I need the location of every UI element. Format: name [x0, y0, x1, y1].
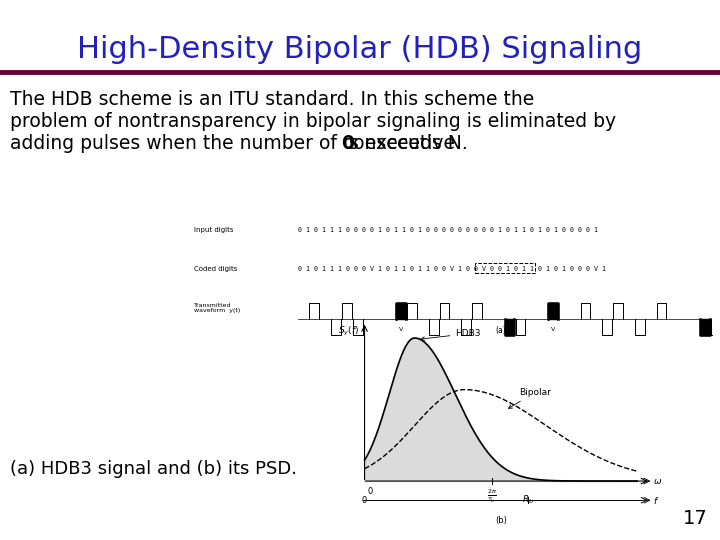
- Text: $f$: $f$: [653, 495, 660, 506]
- Text: V: V: [551, 327, 555, 332]
- Text: 0: 0: [341, 134, 354, 153]
- Text: Transmitted
waveform  y(t): Transmitted waveform y(t): [194, 302, 240, 313]
- Text: 0 1 0 1 1 1 0 0 0 0 1 0 1 1 0 1 0 0 0 0 0 0 0 0 0 1 0 1 1 0 1 0 1 0 0 0 0 1: 0 1 0 1 1 1 0 0 0 0 1 0 1 1 0 1 0 0 0 0 …: [298, 227, 598, 233]
- Text: 0: 0: [362, 496, 367, 505]
- Text: 0: 0: [367, 487, 372, 496]
- Text: Coded digits: Coded digits: [194, 266, 238, 272]
- Text: HDB3: HDB3: [421, 329, 481, 340]
- Text: V: V: [508, 327, 512, 332]
- Text: Input digits: Input digits: [194, 227, 234, 233]
- Text: $\omega$: $\omega$: [653, 477, 662, 485]
- Text: $\frac{2\pi}{T_b}$: $\frac{2\pi}{T_b}$: [487, 487, 497, 504]
- Text: Bipolar: Bipolar: [508, 388, 551, 408]
- Text: s exceeds N.: s exceeds N.: [349, 134, 468, 153]
- Text: V: V: [399, 327, 403, 332]
- Text: 17: 17: [683, 509, 708, 528]
- Text: 0 1 0 1 1 1 0 0 0 V 1 0 1 1 0 1 1 0 0 V 1 0 0 V 0 0 1 0 1 1 0 1 0 1 0 0 0 V 1: 0 1 0 1 1 1 0 0 0 V 1 0 1 1 0 1 1 0 0 V …: [298, 266, 606, 272]
- Text: (a) HDB3 signal and (b) its PSD.: (a) HDB3 signal and (b) its PSD.: [10, 460, 297, 478]
- Text: (b): (b): [495, 516, 507, 525]
- Text: (a): (a): [495, 326, 505, 335]
- Text: $R_b$: $R_b$: [522, 494, 534, 507]
- Text: The HDB scheme is an ITU standard. In this scheme the: The HDB scheme is an ITU standard. In th…: [10, 90, 534, 109]
- Bar: [475, 263, 534, 273]
- Text: $S_y(f)$: $S_y(f)$: [338, 325, 359, 338]
- Text: V: V: [703, 327, 707, 332]
- Text: High-Density Bipolar (HDB) Signaling: High-Density Bipolar (HDB) Signaling: [77, 35, 643, 64]
- Text: problem of nontransparency in bipolar signaling is eliminated by: problem of nontransparency in bipolar si…: [10, 112, 616, 131]
- Text: adding pulses when the number of consecutive: adding pulses when the number of consecu…: [10, 134, 461, 153]
